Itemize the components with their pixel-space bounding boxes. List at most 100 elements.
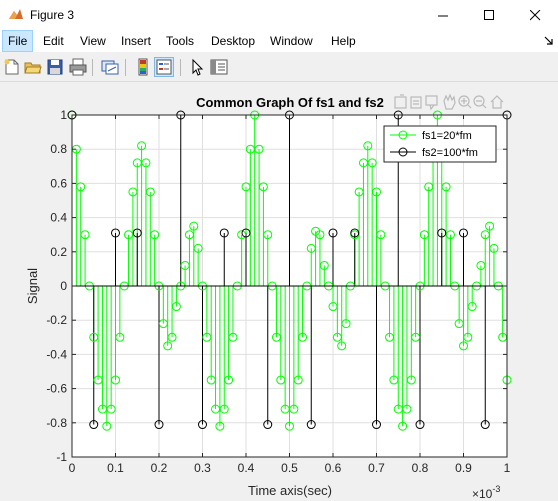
stem-marker-series-0 [141, 158, 151, 168]
brush-icon[interactable] [410, 96, 422, 109]
stem-marker-series-0 [89, 332, 99, 342]
stem-marker-series-0 [211, 404, 221, 414]
stem-marker-series-1 [480, 420, 490, 430]
x-tick-label: 0.5 [281, 461, 298, 475]
y-tick-label: 0.4 [50, 211, 67, 225]
stem-marker-series-0 [298, 332, 308, 342]
x-tick-label: 0.1 [107, 461, 124, 475]
stem-marker-series-0 [254, 144, 264, 154]
stem-marker-series-0 [328, 302, 338, 312]
stem-marker-series-0 [445, 230, 455, 240]
stem-marker-series-0 [158, 319, 168, 329]
stem-marker-series-0 [219, 404, 229, 414]
stem-marker-series-0 [228, 332, 238, 342]
save-icon[interactable] [46, 58, 64, 76]
stem-chart[interactable]: 0 0.1 0.2 0.3 0.4 0.5 0.6 0.7 0.8 0.9 1 -1 -0.8 -0.6… [0, 82, 558, 501]
y-tick-label: -0.4 [46, 347, 67, 361]
menu-file[interactable]: File [2, 30, 34, 52]
x-tick-label: 0.9 [455, 461, 472, 475]
window-titlebar: Figure 3 [0, 0, 558, 31]
close-button[interactable] [512, 0, 558, 30]
window-title: Figure 3 [30, 8, 75, 22]
stem-marker-series-1 [111, 228, 120, 238]
menu-help[interactable]: Help [331, 34, 356, 48]
y-tick-label: 0 [60, 279, 67, 293]
menu-desktop[interactable]: Desktop [211, 34, 256, 48]
x-tick-label: 0.8 [412, 461, 429, 475]
y-axis-ticks [72, 114, 507, 458]
open-file-icon[interactable] [24, 58, 42, 76]
stem-marker-series-0 [224, 375, 234, 385]
legend-swatch-marker-fs2 [398, 147, 408, 157]
stem-marker-series-0 [463, 332, 473, 342]
menu-tools[interactable]: Tools [166, 34, 195, 48]
menu-insert[interactable]: Insert [121, 34, 152, 48]
stem-marker-series-0 [485, 221, 495, 231]
data-tips-icon[interactable] [425, 95, 438, 111]
stem-marker-series-0 [163, 341, 173, 351]
legend-label-fs2: fs2=100*fm [422, 147, 478, 159]
toolbar-separator [180, 59, 181, 76]
pan-icon[interactable] [443, 93, 456, 110]
stem-marker-series-1 [154, 420, 164, 430]
new-figure-icon[interactable] [3, 58, 21, 76]
stem-marker-series-0 [367, 158, 377, 168]
menu-window[interactable]: Window [270, 34, 313, 48]
insert-legend-icon[interactable] [154, 57, 174, 77]
stem-marker-series-1 [219, 228, 229, 238]
stem-marker-series-0 [441, 182, 451, 192]
zoom-out-icon[interactable] [473, 95, 487, 109]
link-plot-icon[interactable] [101, 58, 119, 76]
zoom-in-icon[interactable] [458, 95, 472, 109]
close-icon [529, 9, 540, 20]
stem-marker-series-0 [358, 158, 368, 168]
stem-marker-series-0 [315, 230, 325, 240]
minimize-button[interactable] [420, 0, 466, 30]
stem-marker-series-0 [480, 230, 490, 240]
menu-edit[interactable]: Edit [43, 34, 64, 48]
stem-marker-series-0 [476, 260, 486, 270]
stem-marker-series-0 [319, 260, 329, 270]
maximize-icon [483, 9, 494, 20]
dock-figure-icon[interactable] [544, 36, 554, 46]
home-icon[interactable] [490, 95, 504, 109]
stem-marker-series-0 [76, 182, 86, 192]
stem-marker-series-1 [459, 228, 468, 238]
stem-marker-series-0 [271, 332, 281, 342]
x-tick-label: 1 [504, 461, 511, 475]
export-icon[interactable] [394, 94, 407, 109]
chart-legend[interactable]: fs1=20*fm fs2=100*fm [383, 125, 497, 163]
stem-marker-series-0 [93, 375, 103, 385]
stem-marker-series-0 [459, 341, 468, 351]
stem-marker-series-0 [424, 182, 434, 192]
stem-marker-series-1 [350, 228, 360, 238]
print-icon[interactable] [69, 58, 87, 76]
y-axis-label: Signal [25, 268, 40, 304]
menu-view[interactable]: View [80, 34, 106, 48]
x-tick-label: 0.4 [238, 461, 255, 475]
insert-colorbar-icon[interactable] [134, 58, 152, 76]
maximize-button[interactable] [466, 0, 512, 30]
pointer-icon[interactable] [188, 58, 206, 76]
stem-marker-series-0 [258, 182, 268, 192]
stem-marker-series-0 [354, 187, 364, 197]
property-inspector-icon[interactable] [210, 58, 228, 76]
stem-marker-series-0 [467, 302, 477, 312]
stem-marker-series-0 [106, 404, 116, 414]
minimize-icon [437, 15, 448, 16]
stem-marker-series-0 [454, 319, 464, 329]
figure-toolbar [0, 54, 558, 82]
stem-marker-series-1 [437, 228, 447, 238]
x-tick-label: 0.7 [368, 461, 385, 475]
x-tick-label: 0 [69, 461, 76, 475]
stem-marker-series-0 [150, 230, 160, 240]
stem-marker-series-0 [337, 341, 347, 351]
stem-marker-series-0 [406, 375, 416, 385]
stem-marker-series-0 [489, 243, 499, 253]
x-tick-label: 0.2 [151, 461, 168, 475]
matlab-figure-icon [9, 9, 23, 19]
axes-toolbar [394, 93, 504, 111]
x-axis-ticks [71, 115, 508, 457]
stem-marker-series-0 [115, 332, 125, 342]
stem-marker-series-0 [206, 375, 216, 385]
